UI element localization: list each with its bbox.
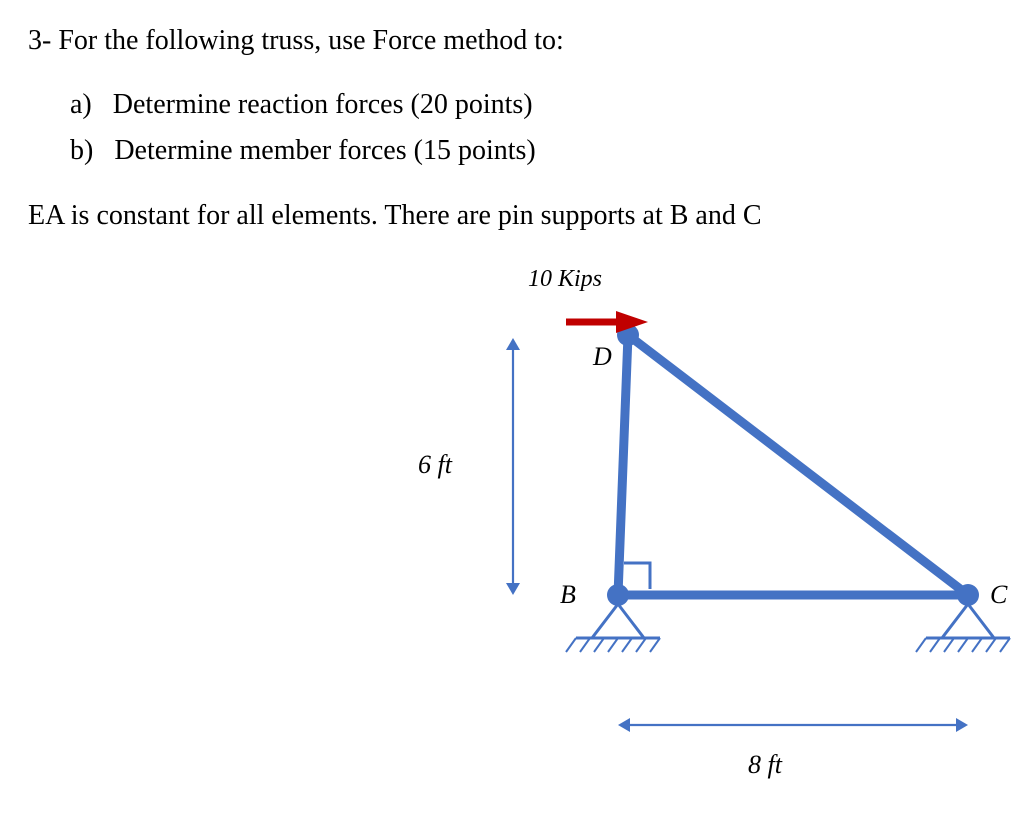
node-label-D: D bbox=[593, 342, 612, 372]
truss-diagram: 10 Kips D B C 6 ft 8 ft bbox=[28, 250, 1024, 810]
load-label: 10 Kips bbox=[528, 266, 602, 293]
width-dimension: 8 ft bbox=[748, 750, 782, 780]
question-text: For the following truss, use Force metho… bbox=[58, 25, 564, 56]
node-label-B: B bbox=[560, 580, 576, 610]
node-label-C: C bbox=[990, 580, 1007, 610]
problem-note: EA is constant for all elements. There a… bbox=[28, 200, 996, 232]
sub-text: Determine reaction forces (20 points) bbox=[113, 89, 533, 120]
sub-letter: a) bbox=[70, 89, 92, 120]
height-dimension: 6 ft bbox=[418, 450, 452, 480]
sub-questions: a) Determine reaction forces (20 points)… bbox=[70, 84, 996, 172]
sub-item-b: b) Determine member forces (15 points) bbox=[70, 130, 996, 172]
sub-letter: b) bbox=[70, 135, 93, 166]
question-number: 3- bbox=[28, 25, 51, 56]
question-prompt: 3- For the following truss, use Force me… bbox=[28, 22, 996, 60]
truss-svg bbox=[28, 250, 1024, 810]
sub-text: Determine member forces (15 points) bbox=[114, 135, 535, 166]
sub-item-a: a) Determine reaction forces (20 points) bbox=[70, 84, 996, 126]
